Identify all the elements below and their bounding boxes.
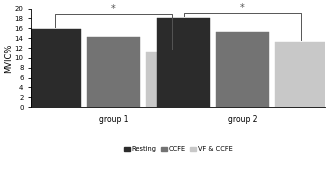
Bar [146, 52, 199, 107]
Bar [158, 19, 210, 107]
Legend: Resting, CCFE, VF & CCFE: Resting, CCFE, VF & CCFE [121, 144, 235, 155]
Text: *: * [111, 4, 116, 13]
Bar [275, 42, 328, 107]
Bar [216, 32, 269, 107]
Text: *: * [240, 3, 245, 13]
Bar [87, 37, 140, 107]
Bar [28, 29, 81, 107]
Y-axis label: MVIC%: MVIC% [4, 43, 13, 73]
